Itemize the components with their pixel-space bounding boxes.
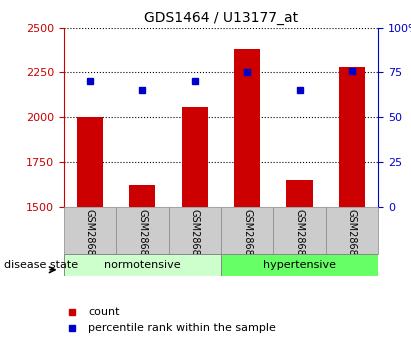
Bar (339, 67, 365, 207)
Text: GSM28682: GSM28682 (295, 209, 305, 262)
Bar (116, 207, 169, 254)
Bar (286, 180, 313, 207)
Bar (273, 207, 326, 254)
Bar (221, 254, 378, 276)
Text: disease state: disease state (4, 260, 78, 270)
Title: GDS1464 / U13177_at: GDS1464 / U13177_at (144, 11, 298, 25)
Text: GSM28683: GSM28683 (347, 209, 357, 262)
Bar (182, 107, 208, 207)
Bar (234, 49, 260, 207)
Bar (64, 254, 221, 276)
Bar (64, 207, 116, 254)
Bar (326, 207, 378, 254)
Bar (221, 207, 273, 254)
Bar (169, 207, 221, 254)
Bar (77, 117, 103, 207)
Bar (129, 186, 155, 207)
Text: percentile rank within the sample: percentile rank within the sample (88, 323, 276, 333)
Text: count: count (88, 307, 120, 317)
Text: GSM28684: GSM28684 (85, 209, 95, 262)
Text: GSM28686: GSM28686 (190, 209, 200, 262)
Text: hypertensive: hypertensive (263, 260, 336, 270)
Text: GSM28685: GSM28685 (137, 209, 147, 262)
Text: normotensive: normotensive (104, 260, 180, 270)
Text: GSM28681: GSM28681 (242, 209, 252, 262)
